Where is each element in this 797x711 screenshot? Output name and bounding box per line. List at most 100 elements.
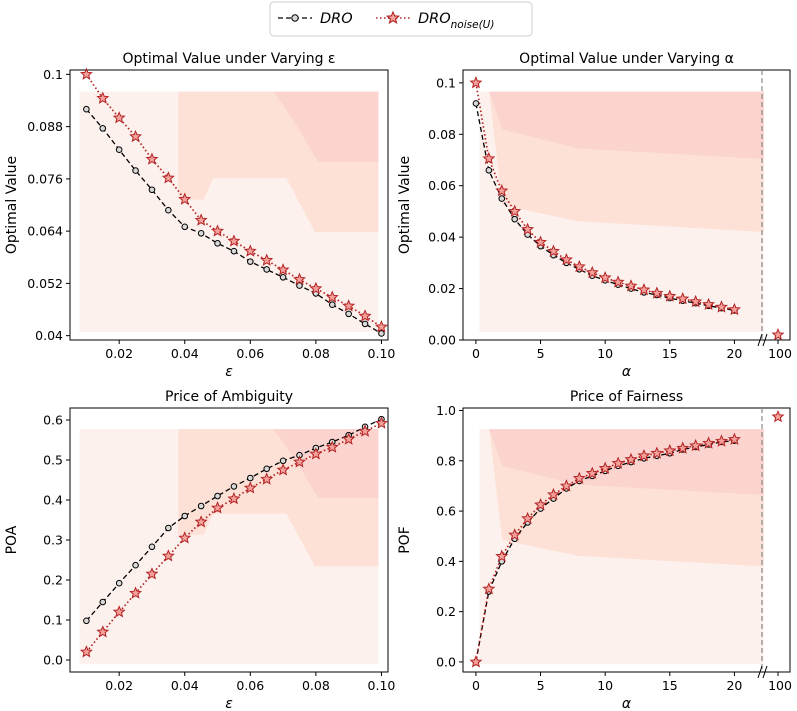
chart-title: Price of Ambiguity bbox=[165, 389, 293, 405]
data-point-noise-outlier bbox=[771, 328, 785, 341]
data-point-noise bbox=[676, 441, 690, 454]
y-tick-label: 0.4 bbox=[436, 554, 456, 569]
legend-dro-marker bbox=[291, 14, 299, 22]
data-point-dro bbox=[148, 186, 156, 194]
x-tick-label: 10 bbox=[597, 678, 613, 693]
legend-frame bbox=[269, 1, 533, 37]
axes-frame bbox=[462, 69, 791, 341]
data-point-dro bbox=[99, 125, 107, 132]
background-band bbox=[489, 91, 764, 160]
data-point-dro bbox=[230, 247, 238, 255]
chart-alpha-value: Optimal Value under Varying α 0 5 10 15 20 0.0… bbox=[397, 51, 792, 380]
data-point-noise bbox=[293, 272, 306, 285]
data-point-noise bbox=[325, 440, 339, 453]
x-axis-label: ε bbox=[225, 696, 233, 711]
y-tick-label: 0.2 bbox=[43, 573, 63, 588]
data-point-dro bbox=[99, 598, 107, 606]
chart-title: Optimal Value under Varying ε bbox=[123, 51, 336, 67]
data-point-noise bbox=[598, 461, 612, 474]
y-tick-label: 0.06 bbox=[428, 178, 456, 193]
data-point-dro bbox=[197, 502, 205, 510]
axis-break-mark bbox=[757, 665, 763, 679]
data-point-noise bbox=[469, 76, 483, 89]
data-point-noise bbox=[611, 456, 625, 469]
data-point-noise bbox=[145, 152, 159, 165]
data-point-dro bbox=[181, 512, 189, 520]
data-point-noise bbox=[572, 259, 586, 273]
data-point-noise bbox=[227, 234, 241, 247]
chart-poa: Price of Ambiguity 0.02 0.04 0.06 0.08 0.10 0.… bbox=[4, 389, 395, 711]
y-tick-label: 0.04 bbox=[35, 328, 63, 343]
x-tick-label: 0.06 bbox=[236, 678, 264, 693]
data-point-noise bbox=[358, 424, 372, 437]
data-point-dro bbox=[181, 223, 189, 231]
data-point-noise bbox=[325, 290, 339, 303]
legend-noise-label: DROnoise(U) bbox=[418, 11, 494, 31]
x-tick-label: 0.08 bbox=[302, 346, 330, 361]
x-tick-label: 0 bbox=[472, 346, 480, 361]
data-point-noise bbox=[650, 446, 664, 459]
data-point-noise bbox=[534, 497, 548, 511]
x-tick-label: 0.10 bbox=[368, 678, 396, 693]
data-point-noise bbox=[702, 297, 716, 311]
data-point-noise bbox=[260, 253, 274, 266]
legend-noise-marker bbox=[385, 10, 401, 25]
data-point-dro bbox=[247, 258, 254, 265]
y-axis-label: POA bbox=[4, 525, 20, 554]
data-point-noise bbox=[689, 438, 703, 452]
chart-title: Optimal Value under Varying α bbox=[519, 51, 734, 67]
x-tick-label: 20 bbox=[726, 678, 742, 693]
data-point-noise bbox=[637, 448, 651, 462]
y-tick-label: 0.1 bbox=[43, 67, 63, 82]
x-tick-label: 100 bbox=[768, 346, 792, 361]
axes-frame bbox=[69, 69, 389, 341]
data-point-dro bbox=[165, 206, 172, 214]
data-point-noise bbox=[260, 472, 274, 485]
data-point-dro bbox=[485, 166, 493, 174]
data-point-dro bbox=[279, 457, 287, 465]
data-point-dro bbox=[230, 483, 238, 490]
data-point-dro bbox=[247, 474, 254, 482]
axis-break-mark bbox=[757, 333, 763, 347]
data-point-dro bbox=[132, 167, 139, 174]
data-point-noise bbox=[727, 302, 741, 316]
y-tick-label: 0.6 bbox=[43, 413, 63, 428]
data-point-dro bbox=[115, 579, 123, 587]
data-point-dro bbox=[263, 465, 271, 473]
data-point-noise bbox=[715, 434, 728, 447]
axis-break-mark bbox=[762, 333, 768, 347]
data-point-noise bbox=[276, 463, 290, 476]
legend-noise-label-sub: noise(U) bbox=[451, 19, 495, 31]
data-point-noise bbox=[358, 309, 372, 322]
data-point-noise bbox=[342, 299, 356, 312]
data-point-noise bbox=[611, 275, 625, 288]
data-point-dro bbox=[361, 320, 369, 328]
y-axis-label: POF bbox=[397, 526, 413, 554]
x-tick-label: 0.08 bbox=[302, 678, 330, 693]
data-point-noise bbox=[211, 501, 225, 514]
x-tick-label: 0 bbox=[472, 678, 480, 693]
data-point-noise bbox=[145, 567, 159, 580]
data-point-noise bbox=[547, 487, 560, 501]
data-point-noise bbox=[374, 416, 388, 429]
data-point-noise bbox=[676, 292, 690, 305]
data-point-dro bbox=[279, 273, 287, 281]
data-point-noise bbox=[227, 491, 241, 505]
x-tick-label: 0.04 bbox=[171, 678, 199, 693]
data-point-noise bbox=[309, 447, 323, 460]
y-tick-label: 0.052 bbox=[27, 276, 63, 291]
x-tick-label: 0.06 bbox=[236, 346, 264, 361]
data-point-noise bbox=[194, 515, 208, 528]
data-point-noise bbox=[309, 281, 323, 295]
x-tick-label: 10 bbox=[597, 346, 613, 361]
data-point-noise bbox=[702, 436, 716, 449]
data-point-noise bbox=[508, 204, 522, 217]
data-point-noise bbox=[194, 213, 208, 226]
y-tick-label: 0.088 bbox=[27, 119, 63, 134]
x-axis-label: α bbox=[622, 364, 632, 380]
axes-frame bbox=[462, 407, 791, 673]
x-tick-label: 20 bbox=[726, 346, 742, 361]
x-tick-label: 0.04 bbox=[171, 346, 199, 361]
data-point-dro bbox=[345, 310, 352, 318]
x-axis-label: ε bbox=[225, 364, 233, 380]
